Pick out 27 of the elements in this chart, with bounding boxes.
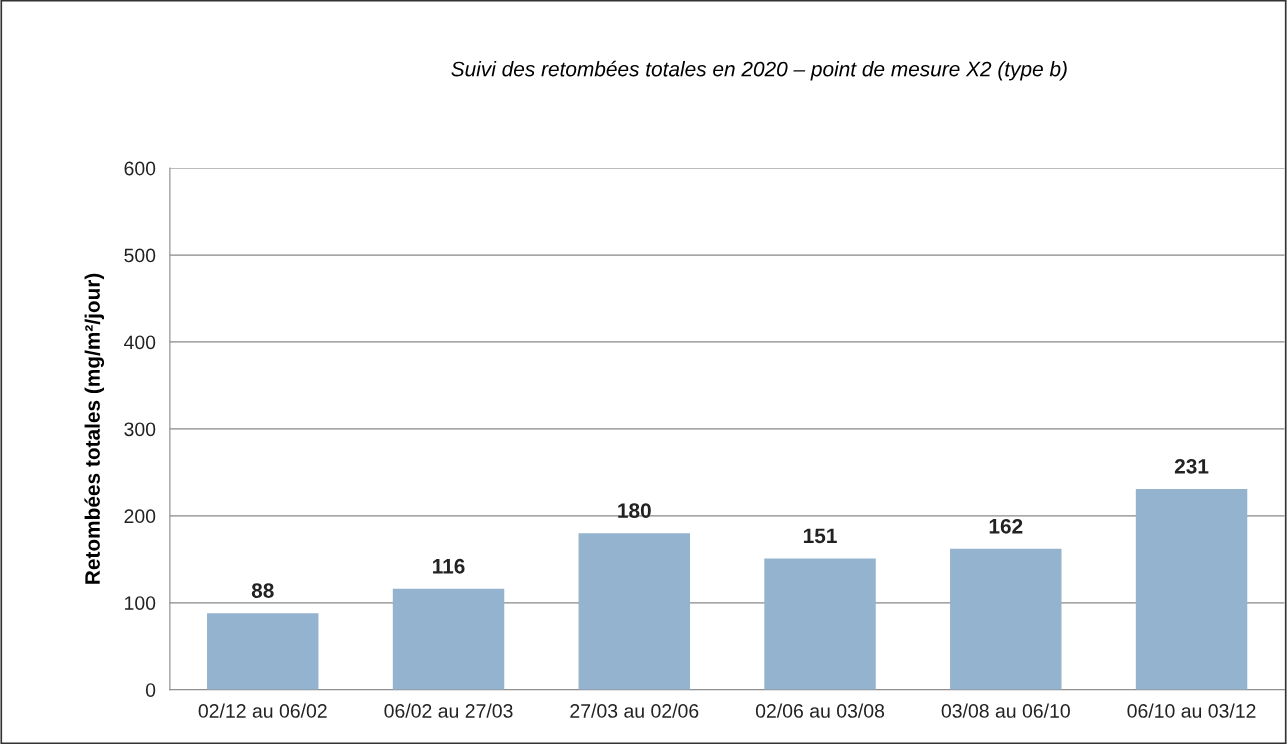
y-tick-label: 0	[145, 683, 156, 697]
data-label: 180	[618, 503, 651, 518]
x-tick-label: 02/12 au 06/02	[198, 703, 327, 718]
bar	[1135, 488, 1248, 690]
x-tick-label: 03/08 au 06/10	[941, 703, 1070, 718]
bar	[578, 533, 690, 690]
bar	[207, 613, 319, 690]
x-tick-label: 27/03 au 02/06	[570, 703, 699, 718]
y-tick-label: 600	[124, 161, 156, 176]
data-label: 151	[803, 528, 837, 544]
y-tick-label: 400	[124, 335, 156, 350]
data-label: 231	[1174, 458, 1209, 474]
y-tick-label: 100	[125, 596, 156, 610]
y-tick-label: 500	[124, 248, 156, 263]
x-tick-label: 02/06 au 03/08	[755, 703, 885, 718]
data-label: 116	[433, 558, 465, 574]
x-tick-label: 06/10 au 03/12	[1127, 703, 1256, 718]
chart-title: Suivi des retombées totales en 2020 – point de mesure X2 (type b)	[451, 60, 1067, 81]
y-tick-label: 300	[124, 422, 156, 437]
y-axis-title: Retombées totales (mg/m²/jour)	[84, 273, 105, 584]
data-label: 88	[251, 583, 274, 598]
bar	[950, 548, 1062, 690]
bar	[392, 588, 505, 690]
x-tick-label: 06/02 au 27/03	[384, 703, 513, 718]
data-label: 162	[989, 518, 1023, 534]
bar	[764, 558, 876, 690]
y-tick-label: 200	[124, 509, 156, 524]
